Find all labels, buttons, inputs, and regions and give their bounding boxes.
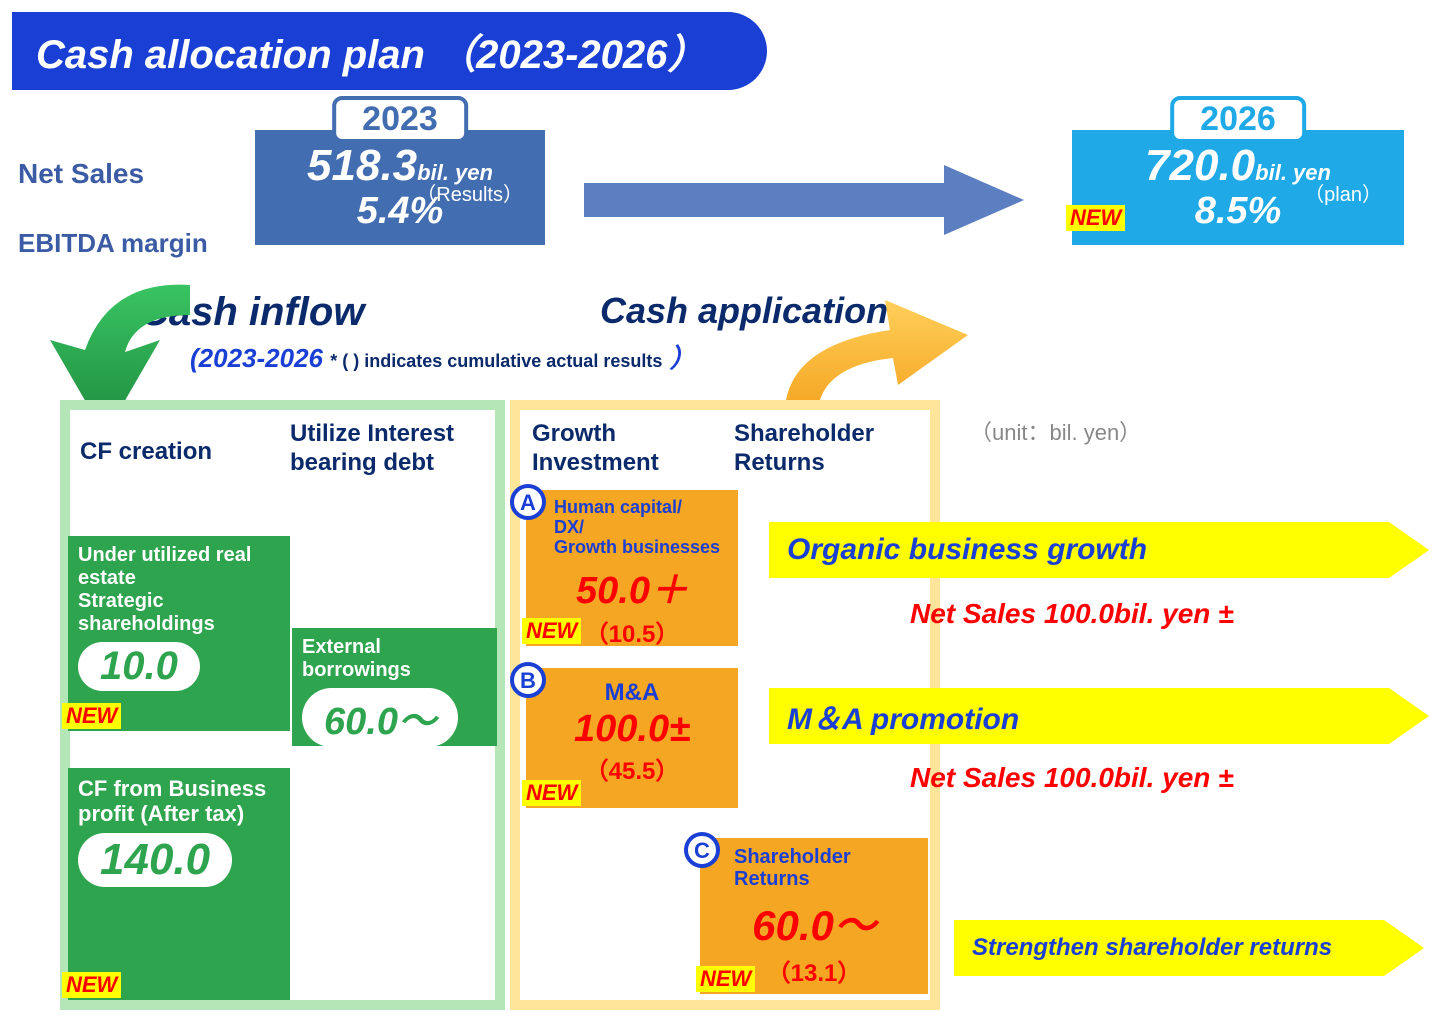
banner-b-sub: Net Sales 100.0bil. yen ± bbox=[910, 762, 1234, 794]
inflow-panel: CF creation Utilize Interest bearing deb… bbox=[60, 400, 505, 1010]
banner-a-sub: Net Sales 100.0bil. yen ± bbox=[910, 598, 1234, 630]
banner-a-text: Organic business growth bbox=[787, 533, 1147, 567]
inflow-c-new: NEW bbox=[62, 972, 121, 998]
inflow-col1: CF creation bbox=[80, 438, 240, 467]
app-a-title: Human capital/ DX/ Growth businesses bbox=[554, 498, 728, 557]
new-badge-2026: NEW bbox=[1066, 205, 1125, 231]
app-b-new: NEW bbox=[522, 780, 581, 806]
inflow-col2: Utilize Interest bearing debt bbox=[290, 420, 500, 478]
inflow-block-borrowings: External borrowings 60.0～ bbox=[292, 628, 497, 746]
app-a-sub: （10.5） bbox=[585, 621, 680, 648]
period-text: (2023-2026 bbox=[190, 343, 323, 373]
inflow-b-value: 60.0～ bbox=[324, 701, 436, 743]
app-block-c: C Shareholder Returns 60.0～ （13.1） NEW bbox=[700, 838, 928, 994]
app-c-new: NEW bbox=[696, 966, 755, 992]
header-period: (2023-2026 * ( ) indicates cumulative ac… bbox=[190, 338, 696, 375]
banner-shareholder-returns: Strengthen shareholder returns bbox=[930, 920, 1424, 976]
inflow-a-t1: Under utilized real estate bbox=[78, 544, 280, 590]
circle-a: A bbox=[510, 484, 546, 520]
inflow-block-cf-profit: CF from Business profit (After tax) 140.… bbox=[68, 768, 290, 1000]
app-c-sub: （13.1） bbox=[767, 960, 862, 987]
inflow-c-t1: CF from Business profit (After tax) bbox=[78, 776, 280, 827]
banner-organic-growth: Organic business growth bbox=[745, 522, 1429, 578]
app-b-title: M&A bbox=[536, 680, 728, 706]
metric-labels: Net Sales EBITDA margin bbox=[18, 158, 208, 259]
inflow-block-real-estate: Under utilized real estate Strategic sha… bbox=[68, 536, 290, 731]
year-tab-2023: 2023 bbox=[332, 96, 468, 143]
kpi-2023: 2023 518.3bil. yen （Results） 5.4% bbox=[255, 130, 545, 245]
inflow-a-value: 10.0 bbox=[100, 644, 178, 688]
app-a-value: 50.0＋ bbox=[536, 559, 728, 614]
year-tab-2026: 2026 bbox=[1170, 96, 1306, 143]
sales-2023: 518.3 bbox=[307, 141, 417, 190]
unit-note: （unit：bil. yen） bbox=[970, 415, 1141, 447]
page-title: Cash allocation plan （2023-2026） bbox=[12, 12, 767, 90]
kpi-2026: 2026 720.0bil. yen （plan） 8.5% NEW bbox=[1072, 130, 1404, 245]
inflow-b-t1: External borrowings bbox=[302, 636, 487, 682]
sales-2026: 720.0 bbox=[1145, 141, 1255, 190]
banner-b-text: M＆A promotion bbox=[787, 694, 1019, 738]
label-net-sales: Net Sales bbox=[18, 158, 208, 190]
app-c-title: Shareholder Returns bbox=[734, 846, 918, 890]
app-col2: Shareholder Returns bbox=[734, 420, 924, 478]
inflow-a-t2: Strategic shareholdings bbox=[78, 590, 280, 636]
inflow-c-sub: （21.6） bbox=[120, 896, 238, 929]
app-b-value: 100.0± bbox=[536, 708, 728, 751]
app-block-a: A Human capital/ DX/ Growth businesses 5… bbox=[526, 490, 738, 646]
circle-b: B bbox=[510, 662, 546, 698]
circle-c: C bbox=[684, 832, 720, 868]
banner-ma-promotion: M＆A promotion bbox=[745, 688, 1429, 744]
app-block-b: B M&A 100.0± （45.5） NEW bbox=[526, 668, 738, 808]
banner-c-text: Strengthen shareholder returns bbox=[972, 935, 1332, 961]
app-b-sub: （45.5） bbox=[585, 758, 680, 785]
inflow-a-sub: （3.0） bbox=[132, 697, 227, 728]
arrow-2023-to-2026 bbox=[584, 165, 1024, 235]
status-2023: （Results） bbox=[416, 178, 523, 207]
inflow-a-new: NEW bbox=[62, 703, 121, 729]
inflow-c-value: 140.0 bbox=[100, 835, 210, 884]
label-ebitda: EBITDA margin bbox=[18, 228, 208, 259]
app-c-value: 60.0～ bbox=[710, 892, 918, 953]
arrow-application bbox=[770, 290, 970, 410]
app-col1: Growth Investment bbox=[532, 420, 722, 478]
period-close: ） bbox=[670, 343, 696, 373]
status-2026: （plan） bbox=[1304, 178, 1382, 207]
period-note: * ( ) indicates cumulative actual result… bbox=[330, 351, 662, 371]
app-a-new: NEW bbox=[522, 618, 581, 644]
